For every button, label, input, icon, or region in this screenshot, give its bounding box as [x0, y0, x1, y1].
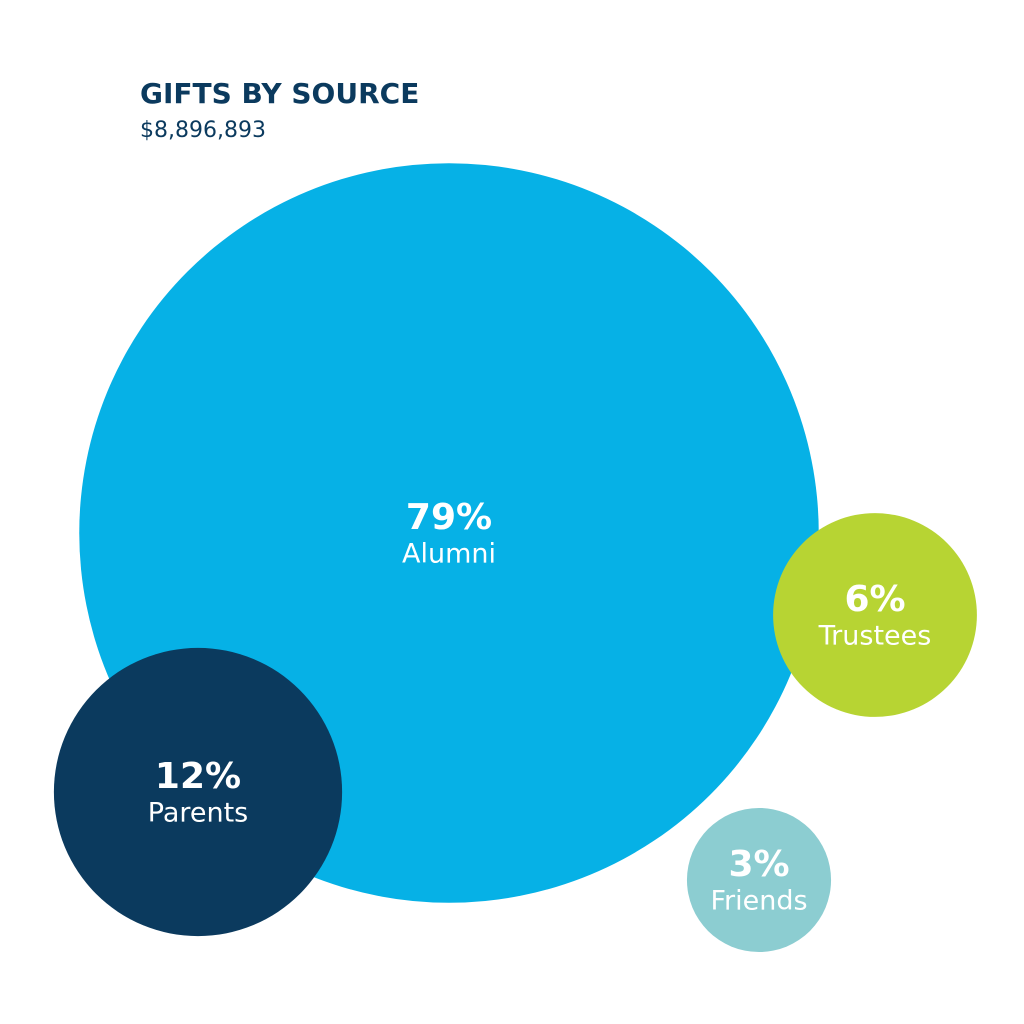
value-label: 6% — [844, 579, 905, 620]
bubble — [686, 807, 832, 953]
category-label: Friends — [710, 886, 807, 917]
category-label: Trustees — [818, 621, 932, 652]
value-label: 12% — [155, 756, 241, 797]
chart-subtitle: $8,896,893 — [140, 118, 266, 143]
category-label: Parents — [148, 798, 249, 829]
category-label: Alumni — [402, 539, 496, 570]
bubble — [53, 647, 343, 937]
value-label: 79% — [406, 497, 492, 538]
chart-title: GIFTS BY SOURCE — [140, 77, 419, 110]
bubble — [773, 513, 977, 717]
value-label: 3% — [728, 844, 789, 885]
